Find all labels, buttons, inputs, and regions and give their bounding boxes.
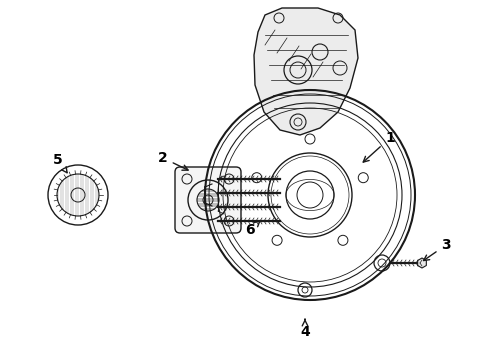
Text: 5: 5 <box>53 153 67 173</box>
Polygon shape <box>417 258 426 268</box>
Text: 6: 6 <box>245 221 260 237</box>
Text: 1: 1 <box>363 131 395 162</box>
FancyBboxPatch shape <box>175 167 241 233</box>
Text: 4: 4 <box>300 319 310 339</box>
Text: 2: 2 <box>158 151 188 170</box>
Text: 3: 3 <box>423 238 451 261</box>
Polygon shape <box>254 8 358 135</box>
